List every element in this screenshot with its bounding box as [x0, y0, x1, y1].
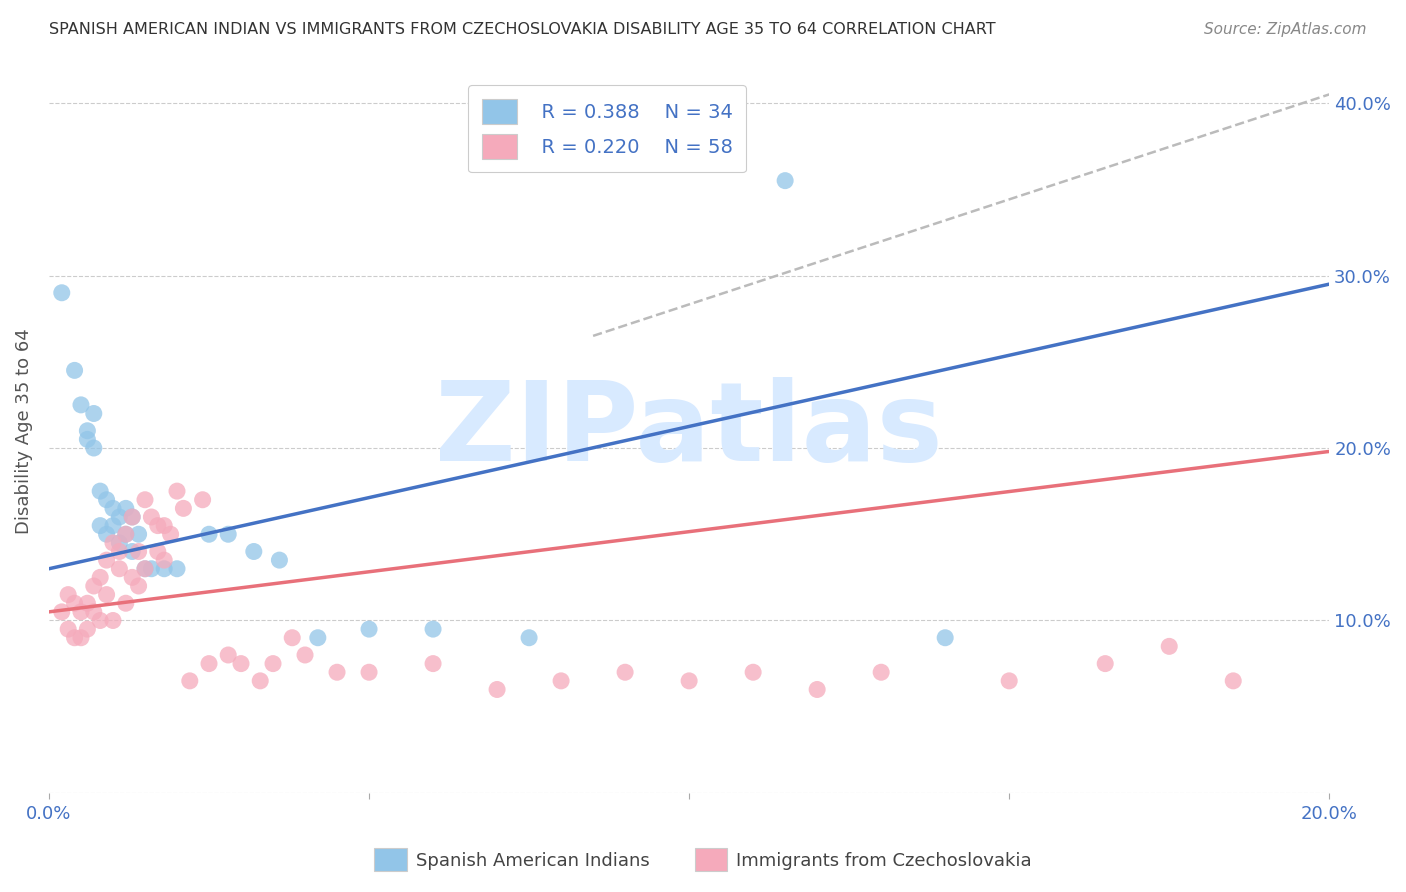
Point	[141, 562, 163, 576]
Point	[63, 596, 86, 610]
Point	[101, 536, 124, 550]
Point	[153, 562, 176, 576]
Point	[550, 673, 572, 688]
Point	[114, 527, 136, 541]
Point	[134, 562, 156, 576]
Point	[146, 544, 169, 558]
Point	[773, 174, 796, 188]
Point	[486, 682, 509, 697]
Point	[89, 614, 111, 628]
Point	[357, 622, 380, 636]
Point	[83, 579, 105, 593]
Point	[101, 501, 124, 516]
Point	[153, 553, 176, 567]
Point	[108, 562, 131, 576]
Point	[243, 544, 266, 558]
Point	[806, 682, 828, 697]
Point	[422, 657, 444, 671]
Text: ZIPatlas: ZIPatlas	[436, 377, 943, 484]
Point	[742, 665, 765, 680]
Legend:   R = 0.388    N = 34,   R = 0.220    N = 58: R = 0.388 N = 34, R = 0.220 N = 58	[468, 86, 747, 172]
Point	[326, 665, 349, 680]
Y-axis label: Disability Age 35 to 64: Disability Age 35 to 64	[15, 328, 32, 533]
Point	[83, 407, 105, 421]
Point	[281, 631, 304, 645]
Point	[179, 673, 201, 688]
Point	[1094, 657, 1116, 671]
Point	[153, 518, 176, 533]
Point	[83, 605, 105, 619]
Point	[121, 510, 143, 524]
Point	[76, 433, 98, 447]
Point	[294, 648, 316, 662]
Point	[63, 631, 86, 645]
Point	[76, 424, 98, 438]
Point	[108, 536, 131, 550]
Point	[70, 398, 93, 412]
Point	[114, 527, 136, 541]
Point	[307, 631, 329, 645]
Point	[76, 622, 98, 636]
Point	[870, 665, 893, 680]
Point	[422, 622, 444, 636]
Point	[141, 510, 163, 524]
Point	[1222, 673, 1244, 688]
Point	[357, 665, 380, 680]
Point	[166, 562, 188, 576]
Point	[96, 553, 118, 567]
Point	[146, 518, 169, 533]
Point	[114, 596, 136, 610]
Point	[121, 570, 143, 584]
Point	[70, 631, 93, 645]
Point	[198, 527, 221, 541]
Point	[63, 363, 86, 377]
Point	[108, 510, 131, 524]
Point	[89, 518, 111, 533]
Point	[89, 570, 111, 584]
Point	[172, 501, 194, 516]
Point	[134, 562, 156, 576]
Point	[96, 527, 118, 541]
Point	[76, 596, 98, 610]
Point	[70, 605, 93, 619]
Point	[89, 484, 111, 499]
Point	[614, 665, 637, 680]
Point	[96, 588, 118, 602]
Point	[229, 657, 252, 671]
Point	[217, 648, 239, 662]
Point	[217, 527, 239, 541]
Point	[678, 673, 700, 688]
Point	[56, 622, 79, 636]
Point	[134, 492, 156, 507]
Point	[128, 527, 150, 541]
Point	[166, 484, 188, 499]
Point	[1159, 640, 1181, 654]
Point	[998, 673, 1021, 688]
Point	[262, 657, 284, 671]
Point	[56, 588, 79, 602]
Legend: Spanish American Indians, Immigrants from Czechoslovakia: Spanish American Indians, Immigrants fro…	[367, 841, 1039, 879]
Point	[108, 544, 131, 558]
Point	[191, 492, 214, 507]
Point	[51, 605, 73, 619]
Point	[128, 579, 150, 593]
Point	[101, 518, 124, 533]
Point	[51, 285, 73, 300]
Point	[121, 544, 143, 558]
Text: Source: ZipAtlas.com: Source: ZipAtlas.com	[1204, 22, 1367, 37]
Point	[249, 673, 271, 688]
Point	[114, 501, 136, 516]
Point	[96, 492, 118, 507]
Point	[159, 527, 181, 541]
Point	[101, 614, 124, 628]
Point	[269, 553, 291, 567]
Text: SPANISH AMERICAN INDIAN VS IMMIGRANTS FROM CZECHOSLOVAKIA DISABILITY AGE 35 TO 6: SPANISH AMERICAN INDIAN VS IMMIGRANTS FR…	[49, 22, 995, 37]
Point	[128, 544, 150, 558]
Point	[934, 631, 956, 645]
Point	[517, 631, 540, 645]
Point	[83, 441, 105, 455]
Point	[121, 510, 143, 524]
Point	[198, 657, 221, 671]
